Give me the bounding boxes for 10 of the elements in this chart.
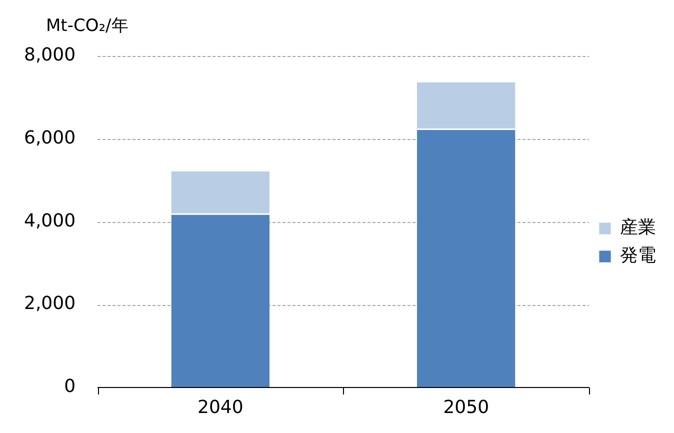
legend-label: 産業 bbox=[620, 217, 656, 238]
legend-label: 発電 bbox=[620, 245, 656, 266]
y-axis-title: Mt-CO₂/年 bbox=[46, 15, 128, 37]
y-tick-label: 4,000 bbox=[24, 210, 76, 232]
x-tick-label: 2050 bbox=[443, 396, 490, 418]
y-tick-label: 2,000 bbox=[24, 293, 76, 314]
y-tick-label: 0 bbox=[64, 376, 76, 398]
y-tick-label: 6,000 bbox=[24, 128, 76, 149]
y-tick-label: 8,000 bbox=[24, 44, 76, 66]
x-tick-label: 2040 bbox=[197, 396, 244, 418]
